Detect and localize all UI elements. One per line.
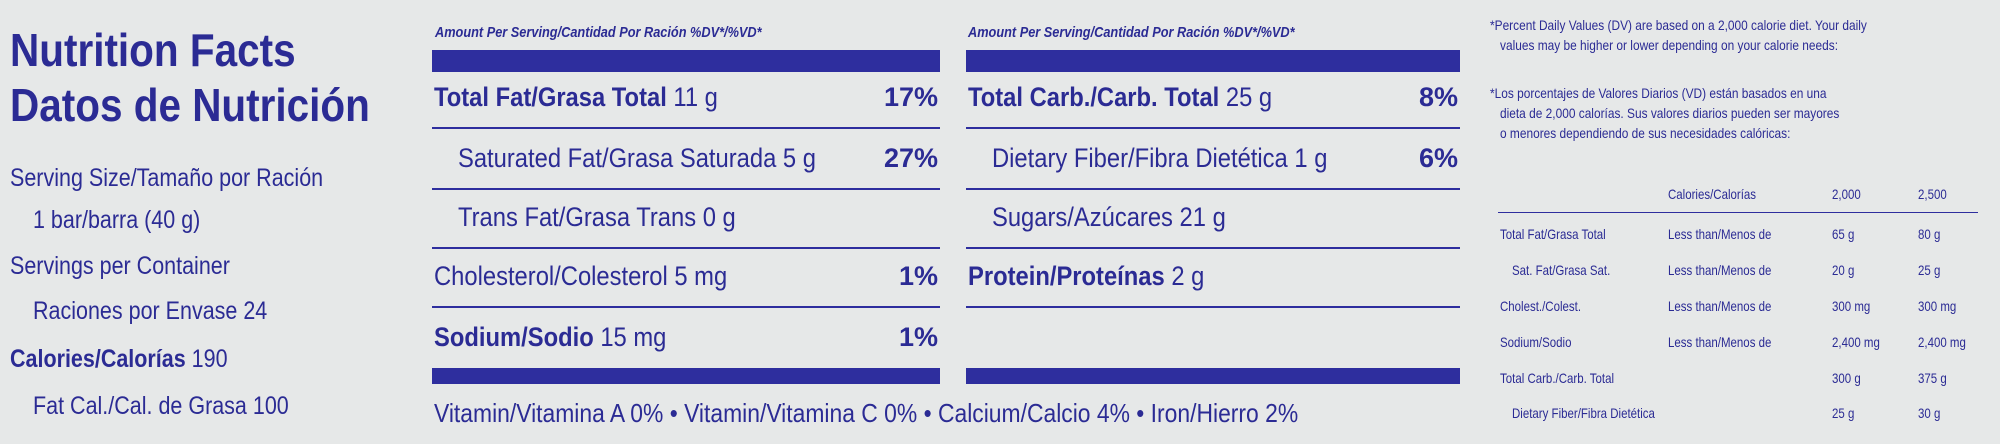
dv-row-qualifier: Less than/Menos de — [1668, 298, 1772, 314]
dv-row-name: Total Fat/Grasa Total — [1500, 226, 1606, 242]
dv-row-2500: 300 mg — [1918, 298, 1957, 314]
col1-row-trans-fat: Trans Fat/Grasa Trans 0 g — [458, 202, 736, 232]
col2-top-bar — [966, 50, 1460, 72]
calories-value: 190 — [191, 345, 228, 373]
divider — [966, 247, 1460, 249]
col2-header: Amount Per Serving/Cantidad Por Ración %… — [968, 24, 1295, 41]
col1-pct-cholesterol: 1% — [898, 261, 938, 291]
calories-label: Calories/Calorías — [10, 345, 186, 373]
divider — [966, 127, 1460, 129]
footnote-en-1: *Percent Daily Values (DV) are based on … — [1490, 17, 1867, 33]
fat-calories: Fat Cal./Cal. de Grasa 100 — [33, 390, 289, 423]
dv-row-2500: 2,400 mg — [1918, 334, 1966, 350]
col1-pct-sodium: 1% — [898, 322, 938, 352]
col1-row-sat-fat: Saturated Fat/Grasa Saturada 5 g — [458, 143, 816, 173]
col2-pct-fiber: 6% — [1418, 143, 1458, 173]
fat-cal-label: Fat Cal./Cal. de Grasa — [33, 392, 247, 420]
dv-row-qualifier: Less than/Menos de — [1668, 262, 1772, 278]
col2-row-sugars: Sugars/Azúcares 21 g — [992, 202, 1226, 232]
dv-row-qualifier: Less than/Menos de — [1668, 226, 1772, 242]
dv-row-name: Sat. Fat/Grasa Sat. — [1512, 262, 1611, 278]
col1-row-total-fat: Total Fat/Grasa Total 11 g — [434, 82, 718, 112]
servings-es-label: Raciones por Envase — [33, 297, 238, 325]
col2-row-protein: Protein/Proteínas 2 g — [968, 261, 1205, 291]
dv-row-2500: 80 g — [1918, 226, 1941, 242]
footnote-es-2: dieta de 2,000 calorías. Sus valores dia… — [1500, 105, 1840, 121]
col1-header: Amount Per Serving/Cantidad Por Ración %… — [435, 24, 762, 41]
divider — [966, 188, 1460, 190]
servings-es: Raciones por Envase 24 — [33, 295, 267, 328]
dv-row-name: Cholest./Colest. — [1500, 298, 1582, 314]
dv-table-header-2500: 2,500 — [1918, 186, 1947, 202]
footnote-en-2: values may be higher or lower depending … — [1500, 37, 1839, 53]
dv-row-2500: 375 g — [1918, 370, 1947, 386]
calories: Calories/Calorías 190 — [10, 343, 228, 376]
col2-pct-total-carb: 8% — [1418, 82, 1458, 112]
col2-bottom-bar — [966, 368, 1460, 384]
title-es: Datos de Nutrición — [10, 79, 370, 131]
divider — [432, 188, 940, 190]
serving-size-value: 1 bar/barra (40 g) — [33, 206, 201, 234]
dv-row-2000: 2,400 mg — [1832, 334, 1880, 350]
dv-row-2000: 20 g — [1832, 262, 1855, 278]
dv-row-2500: 25 g — [1918, 262, 1941, 278]
col1-bottom-bar — [432, 368, 940, 384]
dv-row-2000: 25 g — [1832, 405, 1855, 421]
dv-table-header-label: Calories/Calorías — [1668, 186, 1757, 202]
divider — [432, 306, 940, 308]
servings-value: 24 — [243, 297, 268, 325]
col1-top-bar — [432, 50, 940, 72]
divider — [966, 306, 1460, 308]
col1-pct-sat-fat: 27% — [883, 143, 938, 173]
servings-label: Servings per Container — [10, 252, 230, 280]
col1-pct-total-fat: 17% — [883, 82, 938, 112]
dv-row-2500: 30 g — [1918, 405, 1941, 421]
dv-row-2000: 300 g — [1832, 370, 1861, 386]
col1-row-cholesterol: Cholesterol/Colesterol 5 mg — [434, 261, 728, 291]
footnote-es-1: *Los porcentajes de Valores Diarios (VD)… — [1490, 85, 1827, 101]
col2-row-fiber: Dietary Fiber/Fibra Dietética 1 g — [992, 143, 1328, 173]
col1-row-sodium: Sodium/Sodio 15 mg — [434, 322, 667, 352]
dv-row-name: Dietary Fiber/Fibra Dietética — [1512, 405, 1655, 421]
serving-size-label: Serving Size/Tamaño por Ración — [10, 164, 324, 192]
dv-row-name: Total Carb./Carb. Total — [1500, 370, 1615, 386]
title-en: Nutrition Facts — [10, 24, 296, 76]
divider — [432, 247, 940, 249]
col2-row-total-carb: Total Carb./Carb. Total 25 g — [968, 82, 1273, 112]
divider — [432, 127, 940, 129]
dv-table-header-2000: 2,000 — [1832, 186, 1861, 202]
dv-row-2000: 300 mg — [1832, 298, 1871, 314]
footnote-es-3: o menores dependiendo de sus necesidades… — [1500, 125, 1791, 141]
dv-row-2000: 65 g — [1832, 226, 1855, 242]
vitamins-line: Vitamin/Vitamina A 0% • Vitamin/Vitamina… — [434, 398, 1299, 428]
dv-row-qualifier: Less than/Menos de — [1668, 334, 1772, 350]
fat-cal-value: 100 — [252, 392, 289, 420]
dv-row-name: Sodium/Sodio — [1500, 334, 1572, 350]
divider — [1498, 212, 1978, 213]
